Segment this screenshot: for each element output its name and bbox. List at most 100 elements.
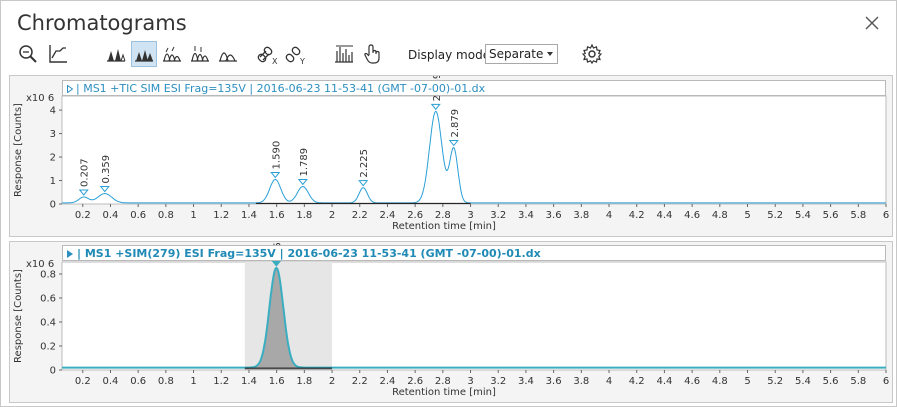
chevron-down-icon	[547, 52, 553, 56]
peak-label: 0.207	[80, 158, 91, 187]
hand-pointer-icon[interactable]	[359, 41, 385, 67]
plot-area	[61, 95, 887, 205]
x-tick-label: 1.8	[296, 210, 312, 221]
peak-label: 0.359	[101, 155, 112, 184]
peak-marker	[78, 189, 89, 196]
x-tick-label: 0.6	[130, 376, 146, 387]
x-axis-label: Retention time [min]	[392, 221, 496, 232]
y-tick-label: 0.2	[40, 342, 56, 353]
x-tick-label: 5.2	[767, 210, 783, 221]
display-mode-value: Separate	[489, 47, 544, 61]
x-tick-label: 3.2	[490, 210, 506, 221]
x-tick-label: 4.4	[656, 210, 672, 221]
y-tick-label: 0.6	[40, 294, 56, 305]
x-tick-label: 0.4	[103, 376, 119, 387]
x-tick-label: 3	[467, 376, 473, 387]
peak-marker	[271, 260, 282, 267]
chromatogram-panel-1: 0 1 2 3 4 x10 6 Response [Counts] 0.2 0.4 0.6 0.8 1…	[9, 75, 893, 237]
x-tick-label: 0.8	[158, 376, 174, 387]
x-tick-label: 3.6	[546, 376, 562, 387]
x-tick-label: 1.4	[241, 376, 257, 387]
peaks-overlay-icon[interactable]	[159, 41, 185, 67]
x-tick-label: 5.2	[767, 376, 783, 387]
x-tick-label: 5	[744, 376, 750, 387]
peak-fill	[244, 268, 333, 370]
x-tick-label: 2.4	[379, 210, 395, 221]
signal-line	[62, 266, 886, 369]
y-tick-label: 0.4	[40, 318, 56, 329]
x-tick-label: 5.6	[823, 210, 839, 221]
x-axis-label: Retention time [min]	[392, 387, 496, 398]
peaks-icon[interactable]	[103, 41, 129, 67]
x-tick-label: 3.4	[518, 210, 534, 221]
display-mode-label: Display mode	[408, 48, 491, 62]
panel-header-text: | MS1 +TIC SIM ESI Frag=135V | 2016-06-2…	[76, 82, 486, 95]
x-tick-label: 5.8	[850, 210, 866, 221]
peak-marker	[99, 186, 110, 193]
peaks-selected-icon[interactable]	[131, 41, 157, 67]
peak-label: 2.879	[450, 109, 461, 138]
x-tick-label: 4	[606, 210, 612, 221]
x-tick-label: 2.6	[407, 376, 423, 387]
x-tick-label: 0.8	[158, 210, 174, 221]
y-tick-label: 0.8	[40, 270, 56, 281]
panel-header-2[interactable]: | MS1 +SIM(279) ESI Frag=135V | 2016-06-…	[62, 245, 886, 261]
x-tick-label: 4.2	[629, 376, 645, 387]
x-tick-label: 5.6	[823, 376, 839, 387]
svg-text:X: X	[272, 57, 278, 65]
x-tick-label: 1.6	[269, 210, 285, 221]
x-tick-label: 2.6	[407, 210, 423, 221]
svg-text:Y: Y	[299, 57, 305, 65]
x-tick-label: 4.8	[712, 376, 728, 387]
x-tick-label: 0.4	[103, 210, 119, 221]
x-tick-label: 4.8	[712, 210, 728, 221]
display-mode-select[interactable]: Separate	[485, 44, 558, 64]
spectrum-icon[interactable]	[331, 41, 357, 67]
x-tick-label: 1.2	[213, 210, 229, 221]
x-tick-label: 1.6	[269, 376, 285, 387]
peak-marker	[448, 140, 459, 147]
y-axis-label: Response [Counts]	[13, 269, 24, 363]
x-tick-label: 2	[329, 210, 335, 221]
y-tick-label: 0	[50, 366, 56, 377]
x-tick-label: 6	[883, 376, 889, 387]
x-tick-label: 5.4	[795, 210, 811, 221]
y-tick-label: 3	[50, 129, 56, 140]
signal-line	[62, 110, 886, 204]
panel-header-1[interactable]: | MS1 +TIC SIM ESI Frag=135V | 2016-06-2…	[62, 80, 886, 96]
peak-label: 1.590	[271, 141, 282, 170]
plot-area	[61, 261, 887, 371]
peak-label: 1.789	[299, 148, 310, 177]
y-exponent-label: x10 6	[26, 93, 54, 104]
peaks-area-icon[interactable]	[215, 41, 241, 67]
zoom-fit-icon[interactable]	[15, 41, 41, 67]
x-tick-label: 0.2	[75, 376, 91, 387]
x-tick-label: 4.6	[684, 376, 700, 387]
toolbar: X Y Display mode Separate	[15, 41, 875, 69]
y-axis-label: Response [Counts]	[13, 103, 24, 197]
peak-marker	[430, 103, 441, 111]
peak-marker	[297, 178, 308, 186]
x-tick-label: 4.4	[656, 376, 672, 387]
x-tick-label: 1	[190, 210, 196, 221]
link-y-icon[interactable]: Y	[283, 41, 309, 67]
settings-icon[interactable]	[579, 41, 605, 67]
y-tick-label: 2	[50, 153, 56, 164]
x-tick-label: 0.2	[75, 210, 91, 221]
peak-marker	[358, 180, 369, 187]
x-tick-label: 4	[606, 376, 612, 387]
x-tick-label: 1.2	[213, 376, 229, 387]
peaks-stacked-icon[interactable]	[187, 41, 213, 67]
axis-scale-icon[interactable]	[45, 41, 71, 67]
x-tick-label: 2.8	[435, 210, 451, 221]
x-tick-label: 2.2	[352, 210, 368, 221]
close-icon[interactable]	[864, 15, 880, 31]
link-x-icon[interactable]: X	[255, 41, 281, 67]
x-tick-label: 1.4	[241, 210, 257, 221]
x-tick-label: 3.8	[573, 210, 589, 221]
panel-header-text: | MS1 +SIM(279) ESI Frag=135V | 2016-06-…	[77, 247, 541, 260]
x-tick-label: 1	[190, 376, 196, 387]
